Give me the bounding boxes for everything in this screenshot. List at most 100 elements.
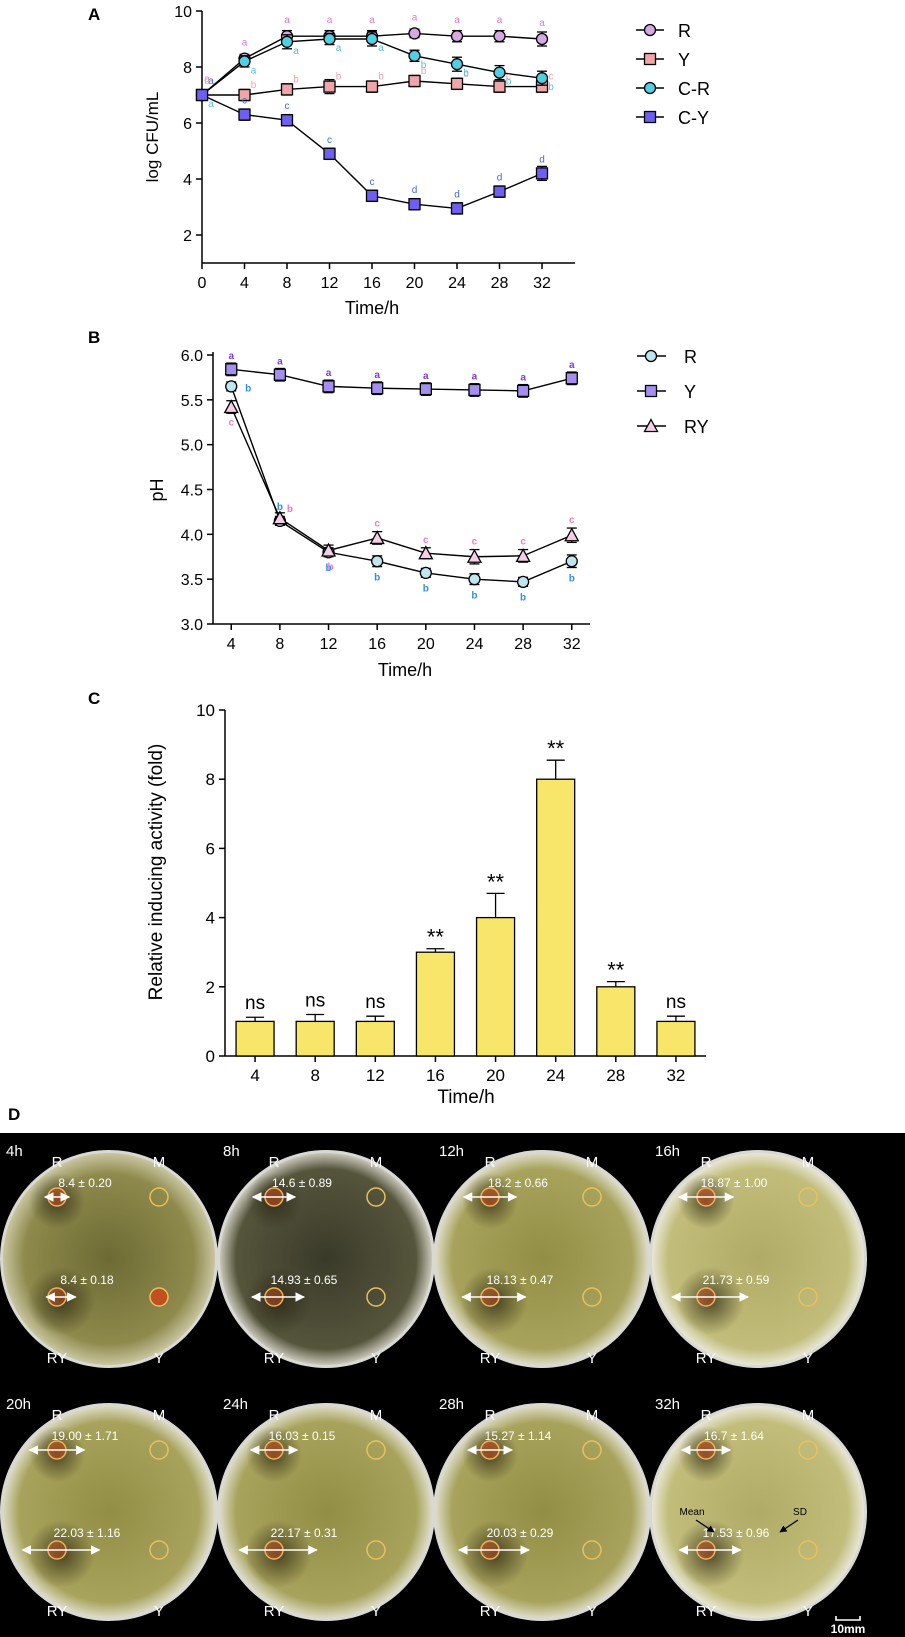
- x-tick-label: 16: [426, 1066, 445, 1085]
- y-axis-label: pH: [147, 478, 167, 501]
- significance-letter: a: [251, 65, 257, 76]
- plate-32h: 32h R M RY Y 16.7 ± 1.64 17.53 ± 0.96 Mean SD: [649, 1396, 867, 1621]
- significance-letter: b: [325, 563, 331, 574]
- panel-label-b: B: [88, 328, 100, 347]
- y-tick-label: 6: [206, 839, 215, 858]
- panel-label-a: A: [88, 5, 100, 24]
- well-label-y: Y: [803, 1350, 813, 1367]
- data-point-R: [419, 566, 432, 580]
- data-point-Y: [280, 83, 294, 96]
- well-y: [366, 1287, 386, 1307]
- plate-time-label: 28h: [439, 1396, 464, 1413]
- significance-annotation: ns: [666, 992, 686, 1013]
- zone-value-top: 16.7 ± 1.64: [704, 1429, 764, 1443]
- well-label-ry: RY: [264, 1603, 285, 1620]
- y-tick-label: 2: [206, 978, 215, 997]
- significance-letter: a: [208, 99, 214, 110]
- well-y: [582, 1540, 602, 1560]
- significance-letter: a: [277, 356, 283, 367]
- zone-value-bottom: 22.17 ± 0.31: [271, 1526, 338, 1540]
- well-label-y: Y: [371, 1350, 381, 1367]
- well-y: [149, 1287, 169, 1307]
- significance-annotation: ns: [245, 993, 265, 1014]
- well-label-ry: RY: [47, 1603, 68, 1620]
- legend-label: R: [684, 347, 697, 367]
- well-label-r: R: [485, 1154, 496, 1171]
- legend-marker-C-R: [643, 81, 657, 95]
- zone-value-top: 18.2 ± 0.66: [488, 1176, 548, 1190]
- significance-letter: d: [412, 185, 418, 196]
- significance-letter: a: [472, 372, 478, 383]
- significance-letter: b: [277, 502, 283, 513]
- x-tick-label: 20: [417, 636, 435, 653]
- y-tick-label: 3.5: [181, 572, 203, 589]
- plate-time-label: 32h: [655, 1396, 680, 1413]
- significance-annotation: **: [547, 736, 565, 761]
- significance-letter: a: [520, 373, 526, 384]
- legend-label: C-Y: [678, 108, 709, 128]
- y-axis-label: log CFU/mL: [143, 92, 162, 183]
- data-point-R: [225, 380, 238, 393]
- data-point-C-R: [365, 32, 379, 46]
- significance-letter: a: [378, 43, 384, 54]
- legend-label: R: [678, 21, 691, 41]
- well-m: [798, 1187, 818, 1207]
- y-tick-label: 4: [183, 172, 192, 189]
- significance-letter: c: [569, 515, 575, 526]
- x-tick-label: 4: [250, 1066, 259, 1085]
- data-point-C-Y: [280, 114, 294, 127]
- legend-label: Y: [678, 50, 690, 70]
- well-label-ry: RY: [696, 1603, 717, 1620]
- legend-marker-RY: [643, 418, 659, 433]
- data-point-C-Y: [238, 108, 251, 121]
- significance-letter: a: [454, 15, 460, 26]
- data-point-RY: [466, 548, 483, 563]
- significance-letter: b: [293, 74, 299, 85]
- plate-time-label: 4h: [6, 1143, 23, 1160]
- data-point-RY: [320, 542, 337, 557]
- significance-letter: c: [506, 72, 511, 83]
- legend-marker-R: [643, 23, 657, 37]
- well-y: [366, 1540, 386, 1560]
- significance-letter: b: [463, 68, 469, 79]
- data-point-RY: [223, 399, 239, 414]
- x-tick-label: 0: [198, 275, 207, 292]
- data-point-Y: [273, 368, 287, 381]
- data-point-Y: [225, 363, 238, 376]
- data-point-R: [371, 555, 384, 568]
- significance-annotation: ns: [365, 992, 385, 1013]
- significance-letter: c: [370, 177, 375, 188]
- zone-value-top: 8.4 ± 0.20: [58, 1176, 112, 1190]
- x-tick-label: 28: [514, 636, 532, 653]
- series-line-R: [230, 386, 573, 583]
- y-tick-label: 8: [206, 770, 215, 789]
- bar-20: [475, 916, 516, 1057]
- well-m: [149, 1440, 169, 1460]
- x-tick-label: 28: [606, 1066, 625, 1085]
- significance-letter: b: [245, 383, 251, 394]
- significance-letter: a: [497, 15, 503, 26]
- x-tick-label: 24: [546, 1066, 565, 1085]
- well-label-y: Y: [371, 1603, 381, 1620]
- zone-value-top: 16.03 ± 0.15: [269, 1429, 336, 1443]
- plate-time-label: 12h: [439, 1143, 464, 1160]
- significance-letter: a: [228, 351, 234, 362]
- zone-value-bottom: 20.03 ± 0.29: [487, 1526, 554, 1540]
- bar-16: [415, 951, 456, 1057]
- significance-letter: c: [327, 135, 332, 146]
- y-tick-label: 10: [196, 701, 215, 720]
- data-point-R: [408, 27, 421, 40]
- x-tick-label: 16: [363, 275, 381, 292]
- data-point-C-R: [408, 49, 421, 62]
- data-point-C-Y: [493, 185, 506, 198]
- sd-callout: SD: [793, 1507, 807, 1518]
- significance-annotation: **: [427, 925, 445, 950]
- significance-letter: b: [520, 592, 526, 603]
- data-point-RY: [272, 510, 288, 525]
- bar-28: [596, 986, 636, 1057]
- well-m: [582, 1440, 602, 1460]
- data-point-Y: [450, 77, 464, 90]
- panel-label-d: D: [8, 1105, 20, 1124]
- data-point-C-R: [280, 35, 294, 48]
- well-label-m: M: [153, 1407, 166, 1424]
